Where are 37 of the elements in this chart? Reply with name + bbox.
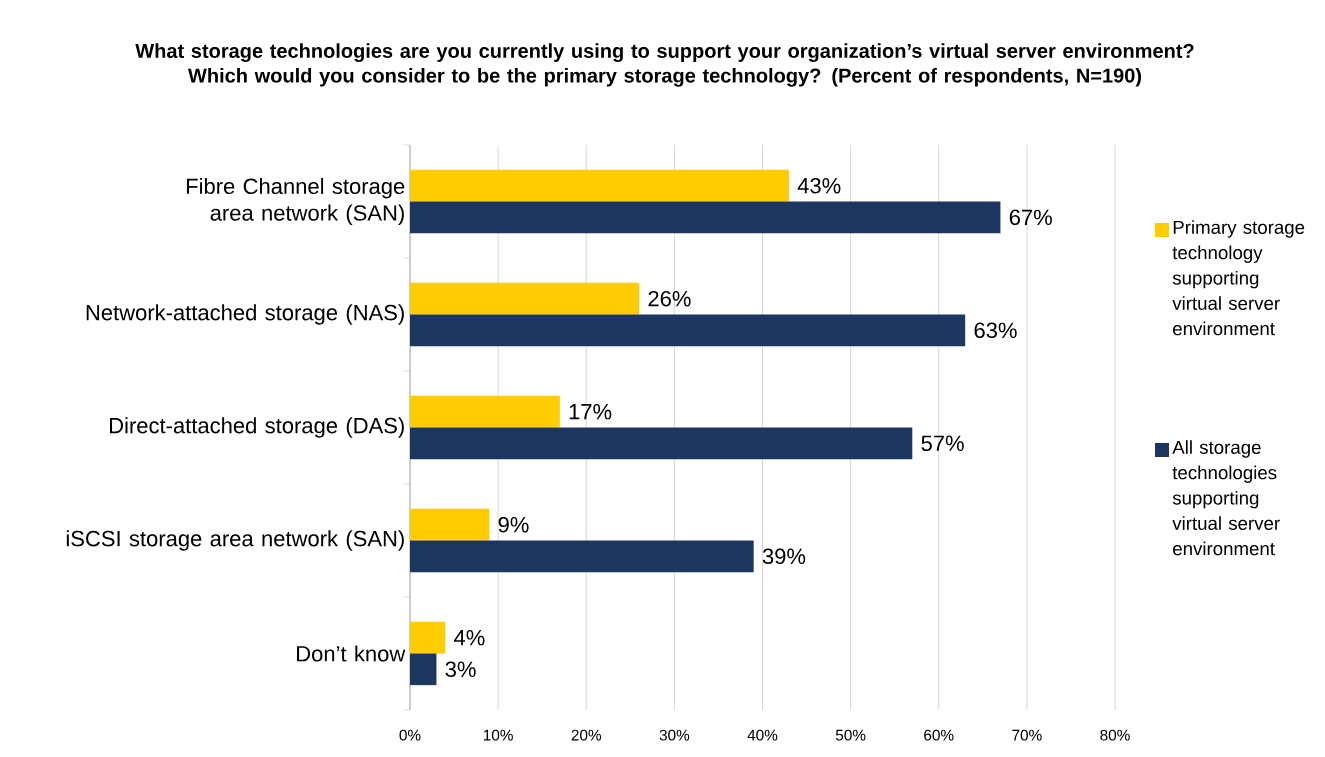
- chart-title: What storage technologies are you currently using to support your organization’s virtual server environment? Which would you consider to be the primary storage technology? (Percent of respondents, N=190): [135, 43, 1194, 87]
- x-tick-label: 50%: [835, 729, 866, 741]
- data-label: 57%: [921, 435, 964, 452]
- legend-label: Primary storage technology supporting virtual server environment: [1172, 220, 1305, 336]
- data-label: 17%: [569, 403, 612, 420]
- y-tick-label: Network-attached storage (NAS): [86, 304, 404, 325]
- legend-label: All storage technologies supporting virtual server environment: [1172, 440, 1280, 556]
- data-label: 4%: [454, 629, 485, 646]
- bar: [410, 621, 446, 654]
- bar: [410, 395, 560, 428]
- x-tick-label: 40%: [747, 729, 778, 741]
- data-label: 3%: [445, 661, 476, 678]
- data-label: 9%: [498, 516, 529, 533]
- y-tick-label: iSCSI storage area network (SAN): [66, 530, 404, 551]
- x-tick-label: 70%: [1012, 729, 1042, 741]
- y-tick-label: Don’t know: [297, 645, 406, 662]
- x-tick-label: 60%: [924, 729, 954, 741]
- bar: [410, 282, 640, 315]
- bar: [410, 427, 913, 460]
- x-tick-label: 10%: [483, 729, 513, 741]
- data-label: 39%: [762, 548, 806, 565]
- y-tick-label: Direct-attached storage (DAS): [109, 417, 404, 438]
- bar: [410, 508, 490, 541]
- x-tick-label: 20%: [571, 729, 602, 741]
- data-label: 43%: [797, 177, 841, 194]
- data-label: 26%: [648, 290, 691, 307]
- bar: [410, 540, 754, 573]
- x-tick-label: 30%: [659, 729, 690, 741]
- bar: [410, 314, 966, 347]
- data-label: 63%: [974, 322, 1017, 339]
- bar: [410, 169, 789, 202]
- bar: [410, 653, 437, 686]
- data-label: 67%: [1009, 209, 1052, 226]
- x-tick-label: 0%: [399, 729, 421, 741]
- bar: [410, 201, 1001, 234]
- y-tick-label: Fibre Channel storage area network (SAN): [186, 177, 405, 226]
- x-tick-label: 80%: [1100, 729, 1130, 741]
